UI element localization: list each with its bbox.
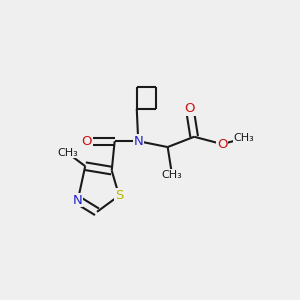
Text: O: O xyxy=(81,135,92,148)
Text: S: S xyxy=(115,189,123,202)
Text: N: N xyxy=(133,135,143,148)
Text: O: O xyxy=(184,102,195,115)
Text: CH₃: CH₃ xyxy=(234,133,255,143)
Text: N: N xyxy=(73,194,83,207)
Text: CH₃: CH₃ xyxy=(162,170,182,180)
Text: CH₃: CH₃ xyxy=(57,148,78,158)
Text: O: O xyxy=(217,138,227,151)
